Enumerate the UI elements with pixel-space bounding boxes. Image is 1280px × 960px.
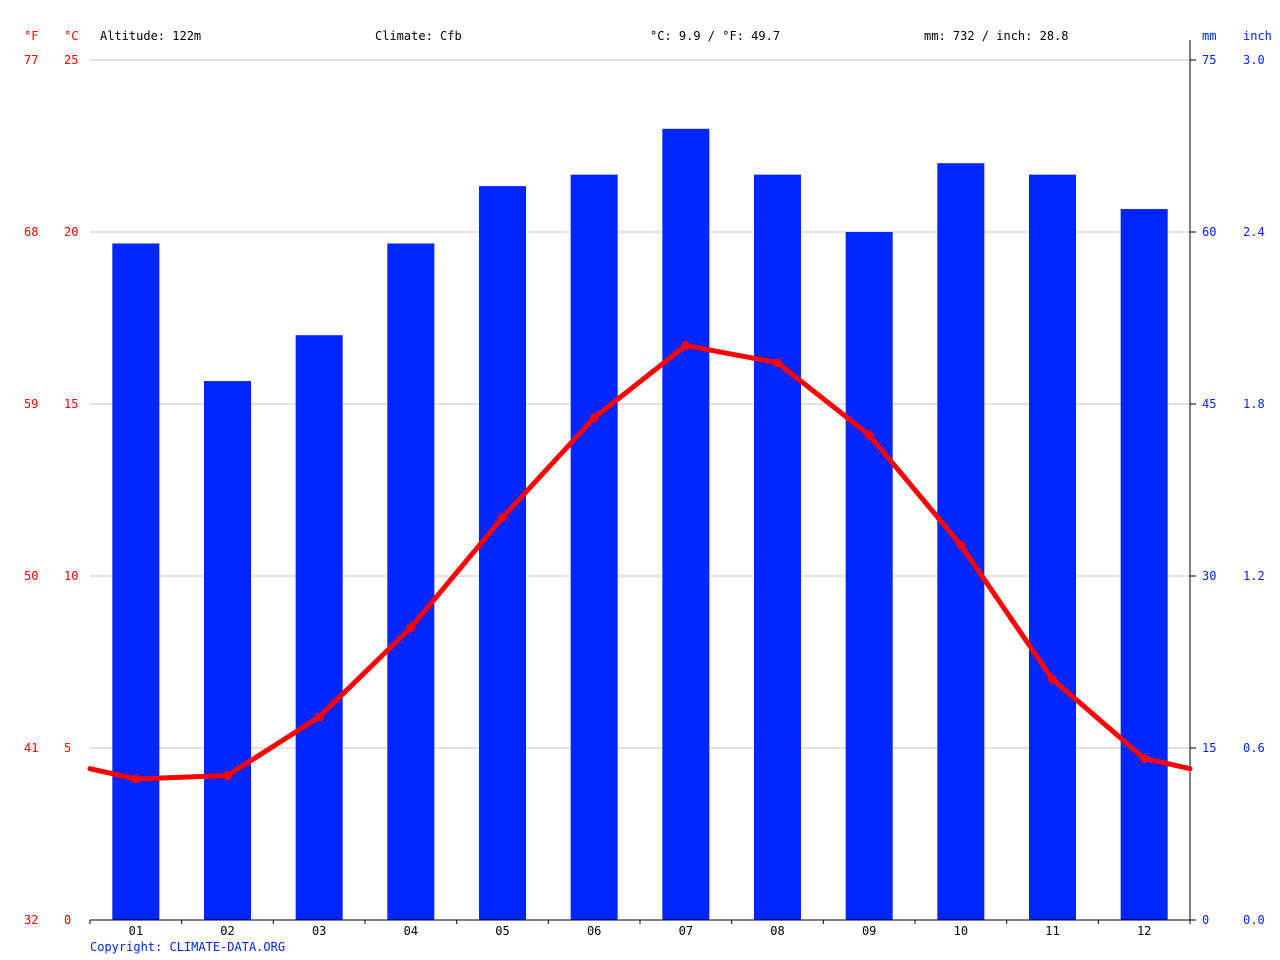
fahrenheit-tick-label: 50	[24, 569, 38, 583]
mm-tick-label: 15	[1202, 741, 1216, 755]
inch-tick-label: 1.2	[1243, 569, 1265, 583]
inch-tick-label: 3.0	[1243, 53, 1265, 67]
precipitation-bar	[295, 335, 343, 920]
month-tick-label: 06	[587, 924, 601, 938]
copyright-link[interactable]: Copyright: CLIMATE-DATA.ORG	[90, 940, 286, 954]
mm-tick-label: 30	[1202, 569, 1216, 583]
celsius-tick-label: 0	[64, 913, 71, 927]
temperature-line-path	[87, 343, 1193, 782]
month-tick-label: 12	[1137, 924, 1151, 938]
inch-tick-label: 2.4	[1243, 225, 1265, 239]
celsius-tick-label: 20	[64, 225, 78, 239]
fahrenheit-tick-label: 59	[24, 397, 38, 411]
celsius-unit-label: °C	[64, 29, 78, 43]
inch-tick-label: 0.0	[1243, 913, 1265, 927]
temperature-point	[406, 623, 416, 633]
gridlines	[90, 59, 1190, 749]
celsius-tick-label: 25	[64, 53, 78, 67]
mm-tick-label: 0	[1202, 913, 1209, 927]
temperature-point	[223, 771, 232, 781]
temperature-point	[956, 540, 966, 550]
inch-tick-label: 0.6	[1243, 741, 1265, 755]
month-tick-label: 08	[770, 924, 784, 938]
mm-tick-label: 75	[1202, 53, 1216, 67]
temperature-line	[87, 341, 1193, 784]
fahrenheit-tick-label: 41	[24, 741, 38, 755]
temperature-point	[498, 513, 507, 523]
climate-label: Climate: Cfb	[375, 29, 462, 43]
precipitation-bar	[479, 186, 526, 921]
precipitation-bar	[204, 381, 251, 921]
precipitation-bar	[845, 232, 893, 920]
temperature-point	[131, 774, 141, 784]
temperature-point	[1139, 753, 1149, 763]
month-tick-label: 03	[312, 924, 326, 938]
precipitation-bar	[112, 243, 160, 920]
month-tick-label: 07	[679, 924, 693, 938]
precipitation-bar	[570, 174, 618, 920]
altitude-label: Altitude: 122m	[100, 29, 201, 43]
tick-labels: 32 0 0 0.0 41 5 15 0.6 50 10 30 1.2 59 15 45 1.8 68 20 60 2…	[24, 53, 1265, 938]
celsius-tick-label: 10	[64, 569, 78, 583]
month-tick-label: 04	[404, 924, 418, 938]
precipitation-bar	[1120, 209, 1168, 921]
precipitation-bars	[112, 128, 1168, 921]
celsius-tick-label: 5	[64, 741, 71, 755]
precipitation-bar	[754, 174, 801, 920]
temperature-point	[589, 413, 599, 423]
mm-unit-label: mm	[1202, 29, 1216, 43]
temperature-point	[314, 712, 324, 722]
precipitation-bar	[387, 243, 435, 920]
temperature-point	[864, 430, 874, 440]
celsius-tick-label: 15	[64, 397, 78, 411]
temperature-point	[773, 358, 782, 368]
month-tick-label: 05	[495, 924, 509, 938]
temperature-point	[681, 341, 691, 351]
temperature-summary: °C: 9.9 / °F: 49.7	[650, 29, 780, 43]
month-tick-label: 01	[129, 924, 143, 938]
temperature-point	[1048, 674, 1057, 684]
precipitation-bar	[1029, 174, 1076, 920]
inch-tick-label: 1.8	[1243, 397, 1265, 411]
mm-tick-label: 45	[1202, 397, 1216, 411]
fahrenheit-unit-label: °F	[24, 29, 38, 43]
inch-unit-label: inch	[1243, 29, 1272, 43]
precipitation-bar	[662, 128, 710, 921]
month-tick-label: 02	[220, 924, 234, 938]
mm-tick-label: 60	[1202, 225, 1216, 239]
month-tick-label: 11	[1045, 924, 1059, 938]
month-tick-label: 09	[862, 924, 876, 938]
fahrenheit-tick-label: 32	[24, 913, 38, 927]
axes	[89, 40, 1196, 924]
precipitation-summary: mm: 732 / inch: 28.8	[924, 29, 1069, 43]
month-tick-label: 10	[954, 924, 968, 938]
fahrenheit-tick-label: 68	[24, 225, 38, 239]
fahrenheit-tick-label: 77	[24, 53, 38, 67]
